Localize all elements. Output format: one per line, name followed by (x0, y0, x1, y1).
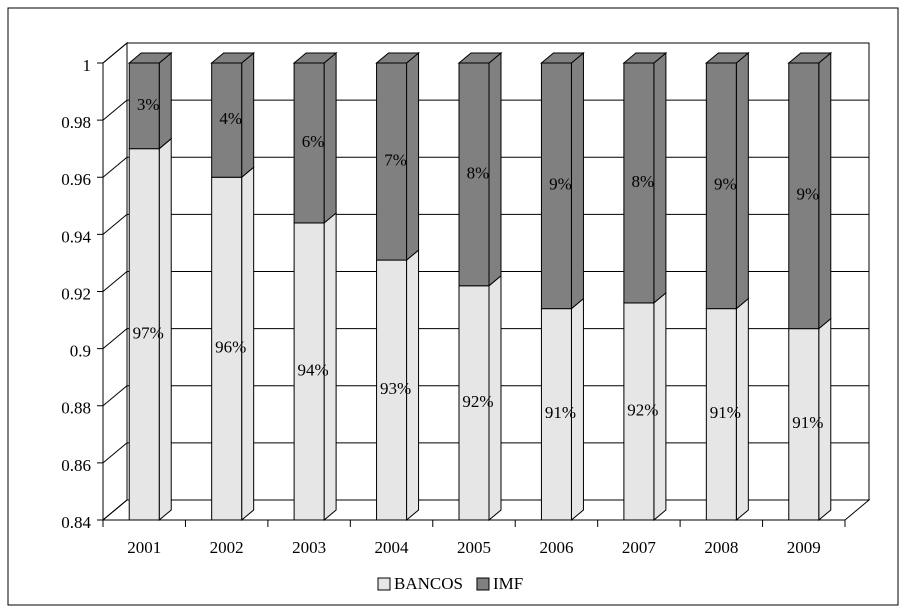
data-label: 93% (380, 379, 411, 398)
bar-side (241, 51, 255, 179)
bar (376, 62, 408, 261)
bar (211, 62, 243, 178)
bar (376, 259, 408, 521)
grid-line (102, 213, 869, 235)
bar-side (488, 51, 502, 287)
bar-side (570, 51, 584, 310)
x-tick-label: 2001 (127, 538, 161, 557)
bar-side (158, 51, 172, 150)
y-tick-label: 0.94 (61, 227, 91, 246)
x-tick-label: 2004 (375, 538, 410, 557)
grid-line (102, 328, 869, 350)
y-tick-label: 0.96 (61, 170, 91, 189)
bar-side (735, 51, 749, 310)
y-tick-label: 0.88 (61, 399, 91, 418)
data-label: 94% (298, 360, 329, 379)
data-label: 91% (710, 403, 741, 422)
bar (540, 62, 572, 310)
grid-line (102, 442, 869, 464)
grid-line (102, 271, 869, 292)
x-tick-label: 2007 (622, 538, 657, 557)
legend-label: IMF (493, 574, 523, 593)
grid-line (102, 156, 869, 178)
y-tick-label: 0.86 (61, 456, 91, 475)
grid-line (102, 99, 869, 121)
y-tick-label: 0.98 (61, 113, 91, 132)
data-label: 4% (219, 109, 242, 128)
grid-line (102, 499, 869, 521)
bar (128, 148, 160, 521)
data-label: 92% (462, 392, 493, 411)
x-tick-label: 2008 (704, 538, 738, 557)
bar (458, 62, 490, 287)
data-label: 97% (133, 323, 164, 342)
data-label: 8% (632, 172, 655, 191)
bar-side (406, 51, 420, 262)
data-label: 6% (302, 132, 325, 151)
x-tick-label: 2002 (210, 538, 244, 557)
y-tick-label: 0.84 (61, 513, 91, 532)
bar (705, 62, 737, 310)
bar (540, 308, 572, 521)
data-label: 7% (384, 150, 407, 169)
legend-label: BANCOS (394, 574, 463, 593)
grid-line (102, 385, 869, 407)
y-tick-label: 0.92 (61, 284, 91, 303)
bar (211, 176, 243, 521)
data-label: 3% (137, 95, 160, 114)
data-label: 9% (714, 175, 737, 194)
legend-swatch (476, 577, 490, 591)
x-tick-label: 2005 (457, 538, 491, 557)
data-label: 96% (215, 338, 246, 357)
y-tick-label: 1 (83, 56, 92, 75)
bar-side (653, 51, 667, 304)
x-tick-label: 2006 (539, 538, 573, 557)
bar (623, 302, 655, 521)
bar (705, 308, 737, 521)
bar-side (323, 51, 337, 225)
x-tick-label: 2003 (292, 538, 326, 557)
data-label: 91% (792, 413, 823, 432)
data-label: 9% (549, 175, 572, 194)
bar (788, 62, 820, 330)
bar (293, 62, 325, 224)
data-label: 91% (545, 403, 576, 422)
legend-swatch (377, 577, 391, 591)
data-label: 92% (627, 400, 658, 419)
bar (458, 285, 490, 521)
grid-line (102, 42, 869, 64)
data-label: 8% (467, 163, 490, 182)
bar (623, 62, 655, 304)
x-tick-label: 2009 (787, 538, 821, 557)
bar-side (818, 51, 832, 330)
y-tick-label: 0.9 (70, 342, 91, 361)
bar (128, 62, 160, 150)
data-label: 9% (796, 185, 819, 204)
